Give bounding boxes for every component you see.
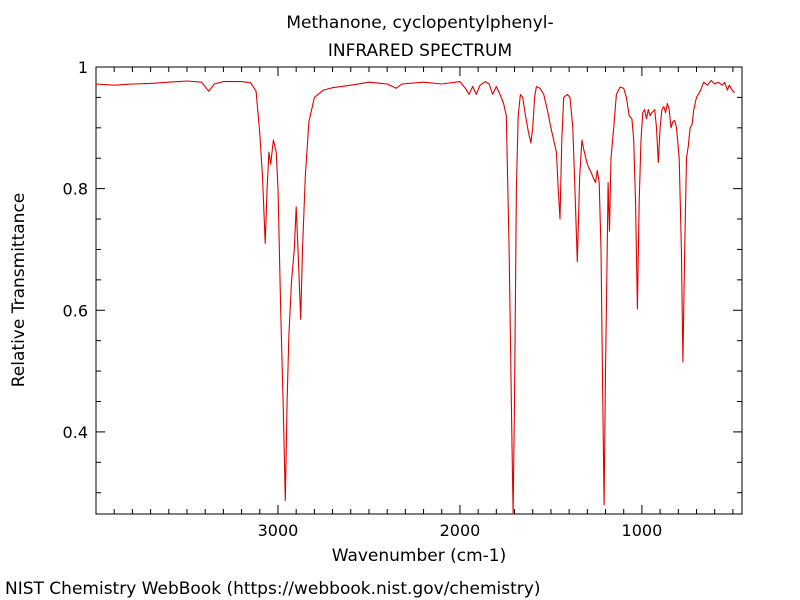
plot-frame: [95, 66, 743, 515]
x-axis-ticks: 3000 2000 1000: [113, 67, 734, 540]
footer-source: NIST Chemistry WebBook (https://webbook.…: [5, 579, 540, 599]
y-tick-label: 0.6: [63, 301, 88, 320]
chart-title: Methanone, cyclopentylphenyl-: [286, 13, 553, 33]
x-tick-label: 1000: [622, 521, 663, 540]
y-axis-label: Relative Transmittance: [9, 193, 29, 388]
x-axis-label: Wavenumber (cm-1): [332, 546, 507, 566]
y-tick-label: 1: [78, 58, 88, 77]
y-axis-ticks: 1 0.8 0.6 0.4: [63, 58, 742, 494]
x-tick-label: 2000: [440, 521, 481, 540]
spectrum-line: [95, 79, 736, 515]
y-tick-label: 0.8: [63, 180, 88, 199]
y-tick-label: 0.4: [63, 423, 88, 442]
x-tick-label: 3000: [258, 521, 299, 540]
chart-subtitle: INFRARED SPECTRUM: [328, 41, 512, 61]
series-layer: [95, 79, 736, 515]
